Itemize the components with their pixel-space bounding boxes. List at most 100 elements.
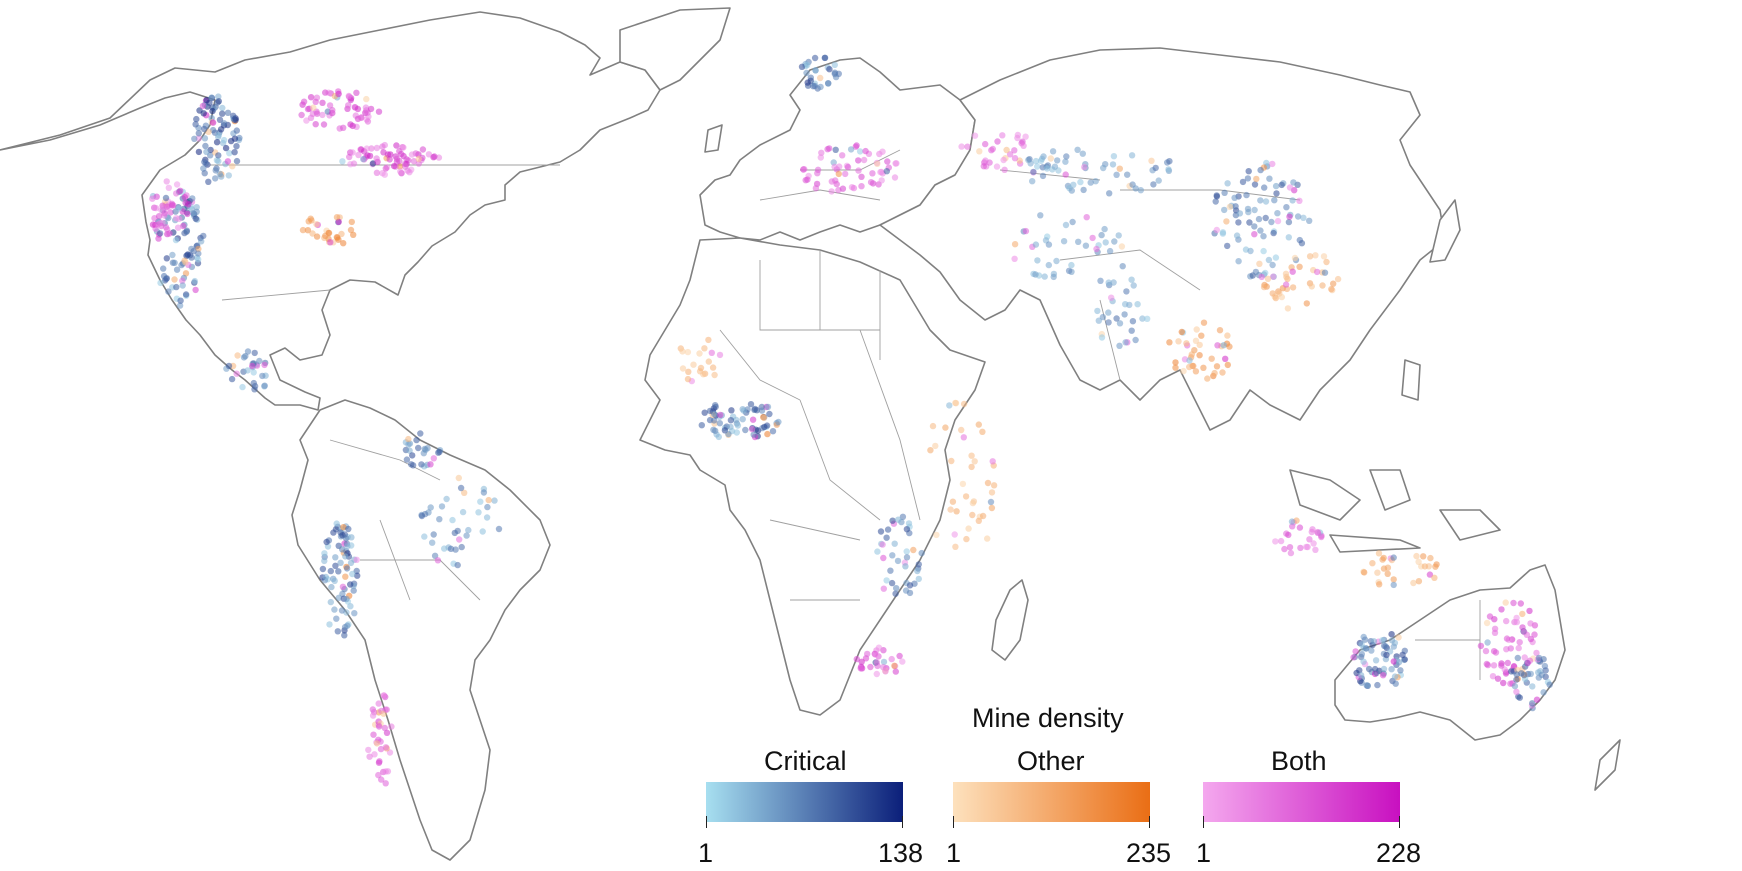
mine-point — [1047, 155, 1055, 162]
mine-point — [899, 513, 907, 520]
mine-point — [1507, 645, 1515, 652]
mine-point — [1357, 672, 1365, 679]
mine-point — [1290, 179, 1297, 186]
mine-point — [165, 184, 172, 191]
mine-point — [1287, 549, 1295, 557]
mine-point — [826, 66, 833, 73]
mine-point — [905, 520, 913, 527]
mine-point — [1040, 153, 1047, 160]
mine-point — [1220, 342, 1228, 349]
mine-point — [149, 195, 156, 202]
mine-point — [971, 132, 979, 139]
mine-point — [233, 370, 240, 377]
mine-point — [480, 489, 488, 496]
mine-point — [1521, 654, 1528, 661]
mine-point — [200, 125, 208, 133]
mine-point — [1148, 157, 1155, 164]
mine-point — [698, 422, 705, 429]
mine-point — [180, 222, 187, 230]
mine-point — [1000, 156, 1007, 164]
mine-point — [1489, 673, 1497, 680]
mine-point — [343, 595, 350, 603]
mine-point — [1426, 571, 1434, 578]
mine-point — [193, 204, 200, 211]
mine-point — [1372, 657, 1380, 664]
mine-point — [348, 534, 355, 541]
mine-point — [342, 573, 349, 580]
mine-point — [259, 372, 266, 380]
mine-point — [319, 99, 326, 107]
mine-point — [839, 185, 847, 192]
mine-point — [357, 114, 365, 122]
mine-point — [1106, 190, 1113, 197]
mine-point — [312, 98, 319, 106]
mine-point — [1277, 537, 1285, 545]
critical-colorbar — [706, 782, 903, 822]
mine-point — [888, 579, 896, 587]
mine-point — [839, 152, 846, 159]
mine-point — [1388, 631, 1395, 638]
mine-point — [313, 221, 320, 228]
mine-point — [758, 407, 766, 414]
mine-point — [877, 168, 884, 176]
other-max-label: 235 — [1126, 838, 1172, 868]
mine-point — [915, 561, 922, 568]
mine-point — [340, 240, 347, 247]
mine-point — [1050, 273, 1057, 281]
mine-point — [1074, 146, 1081, 153]
mine-point — [335, 568, 342, 575]
mine-point — [337, 559, 344, 566]
mine-point — [872, 651, 879, 658]
mine-point — [329, 106, 336, 114]
mine-point — [380, 692, 387, 699]
mine-point — [1491, 616, 1498, 623]
mine-point — [828, 188, 835, 195]
mine-point — [942, 424, 949, 431]
mine-point — [149, 221, 157, 228]
mine-point — [202, 142, 209, 150]
mine-point — [988, 489, 996, 496]
mine-point — [1116, 342, 1123, 349]
mine-point — [877, 528, 885, 535]
mine-point — [331, 577, 338, 585]
mine-point — [1390, 576, 1397, 583]
mine-point — [832, 146, 839, 153]
mine-point — [1245, 168, 1252, 175]
mine-point — [1105, 279, 1112, 286]
mine-point — [1286, 544, 1294, 551]
mine-point — [162, 194, 170, 202]
mine-point — [994, 138, 1001, 145]
mine-point — [454, 561, 461, 569]
mine-point — [884, 158, 891, 165]
mine-point — [382, 768, 389, 775]
mine-point — [910, 546, 917, 554]
mine-point — [163, 178, 170, 185]
mine-point — [853, 655, 860, 663]
mine-point — [350, 231, 357, 238]
mine-point — [1294, 213, 1302, 220]
mine-point — [700, 371, 707, 378]
mine-point — [1380, 665, 1388, 673]
mine-point — [1365, 665, 1373, 673]
mine-point — [345, 525, 352, 533]
mine-point — [1358, 651, 1366, 658]
mine-point — [463, 532, 470, 539]
mine-point — [320, 121, 328, 128]
mine-point — [1373, 669, 1380, 677]
mine-point — [1080, 186, 1087, 194]
mine-point — [679, 365, 687, 372]
mine-point — [1503, 635, 1511, 642]
mine-point — [1128, 152, 1136, 159]
mine-point — [201, 170, 208, 177]
mine-point — [814, 170, 821, 177]
mine-point — [1533, 696, 1541, 703]
mine-point — [728, 407, 735, 414]
mine-point — [261, 361, 268, 369]
mine-point — [1113, 315, 1120, 322]
mine-point — [338, 230, 345, 238]
mine-point — [801, 166, 808, 173]
mine-point — [1192, 368, 1200, 375]
mine-point — [1183, 340, 1190, 347]
mine-point — [333, 214, 341, 221]
mine-point — [764, 430, 771, 438]
